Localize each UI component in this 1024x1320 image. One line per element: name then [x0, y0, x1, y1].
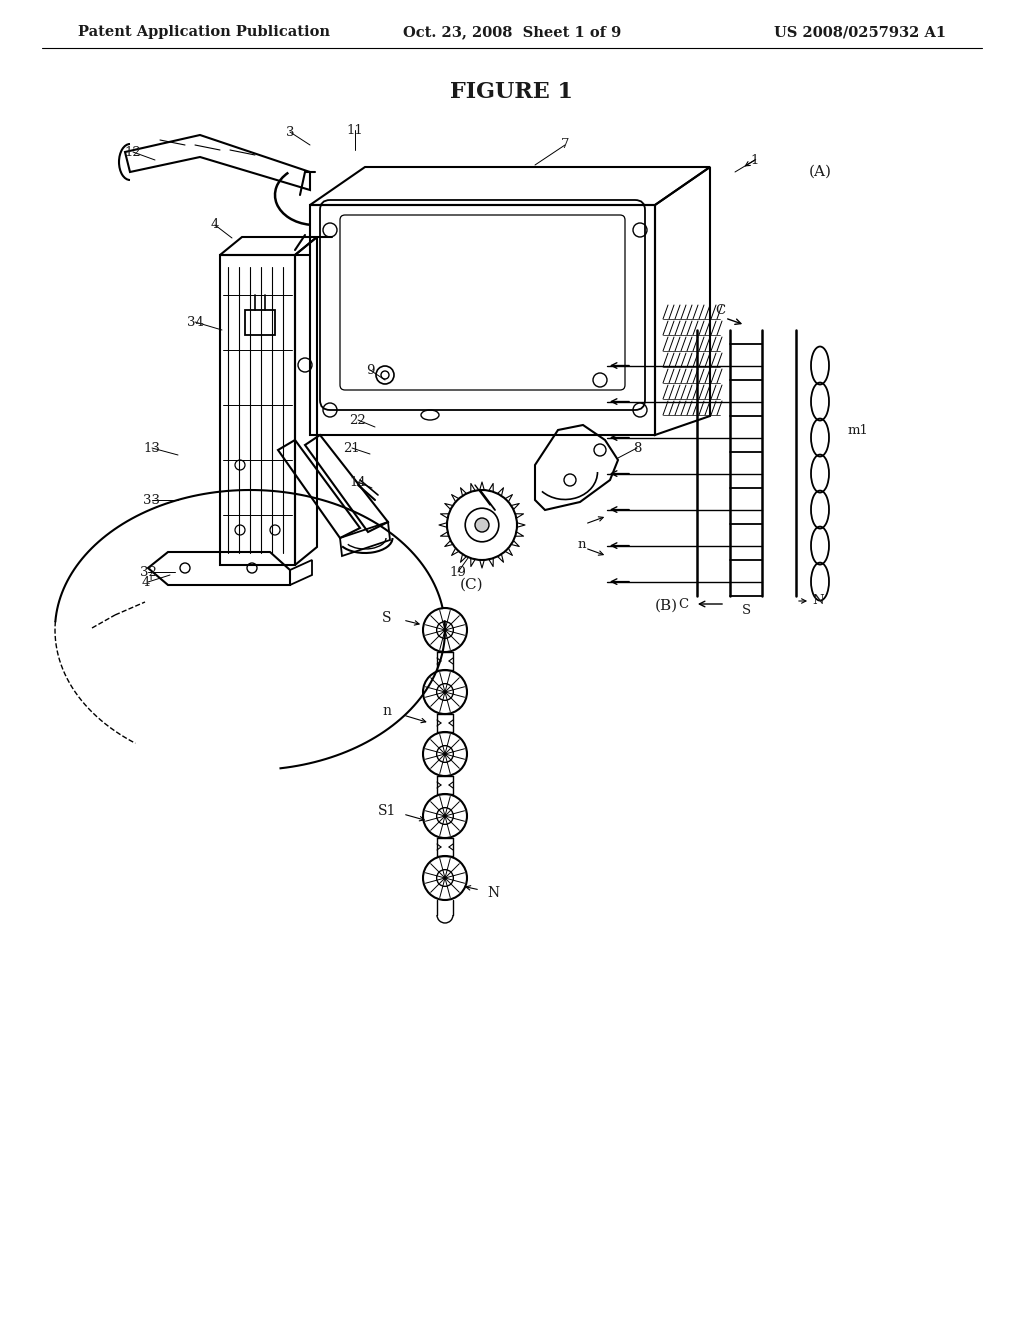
- Text: (A): (A): [809, 165, 831, 180]
- Text: N: N: [487, 886, 499, 900]
- Text: 13: 13: [143, 441, 161, 454]
- Circle shape: [475, 517, 489, 532]
- Text: S: S: [382, 611, 392, 624]
- Text: n: n: [578, 537, 587, 550]
- Text: C: C: [715, 304, 725, 317]
- Text: 8: 8: [633, 441, 641, 454]
- Text: 12: 12: [125, 145, 141, 158]
- Text: 33: 33: [143, 494, 161, 507]
- Text: n: n: [383, 704, 391, 718]
- Text: S1: S1: [378, 804, 396, 818]
- Text: S: S: [741, 603, 751, 616]
- Text: 19: 19: [450, 565, 467, 578]
- Text: N: N: [812, 594, 824, 607]
- Text: 3: 3: [286, 125, 294, 139]
- Text: 34: 34: [186, 315, 204, 329]
- Text: 22: 22: [349, 413, 367, 426]
- Text: (C): (C): [460, 578, 483, 591]
- Text: (B): (B): [654, 599, 678, 612]
- Text: 7: 7: [561, 139, 569, 152]
- Text: Patent Application Publication: Patent Application Publication: [78, 25, 330, 40]
- Text: 4: 4: [211, 219, 219, 231]
- Text: 11: 11: [347, 124, 364, 136]
- Text: Oct. 23, 2008  Sheet 1 of 9: Oct. 23, 2008 Sheet 1 of 9: [402, 25, 622, 40]
- Text: 9: 9: [366, 363, 374, 376]
- Text: 32: 32: [139, 565, 157, 578]
- Text: US 2008/0257932 A1: US 2008/0257932 A1: [774, 25, 946, 40]
- Text: FIGURE 1: FIGURE 1: [451, 81, 573, 103]
- Text: 1: 1: [751, 153, 759, 166]
- Text: m1: m1: [848, 425, 869, 437]
- Text: C: C: [678, 598, 688, 610]
- Text: 4': 4': [142, 576, 154, 589]
- Text: 14: 14: [349, 475, 367, 488]
- Text: 21: 21: [344, 441, 360, 454]
